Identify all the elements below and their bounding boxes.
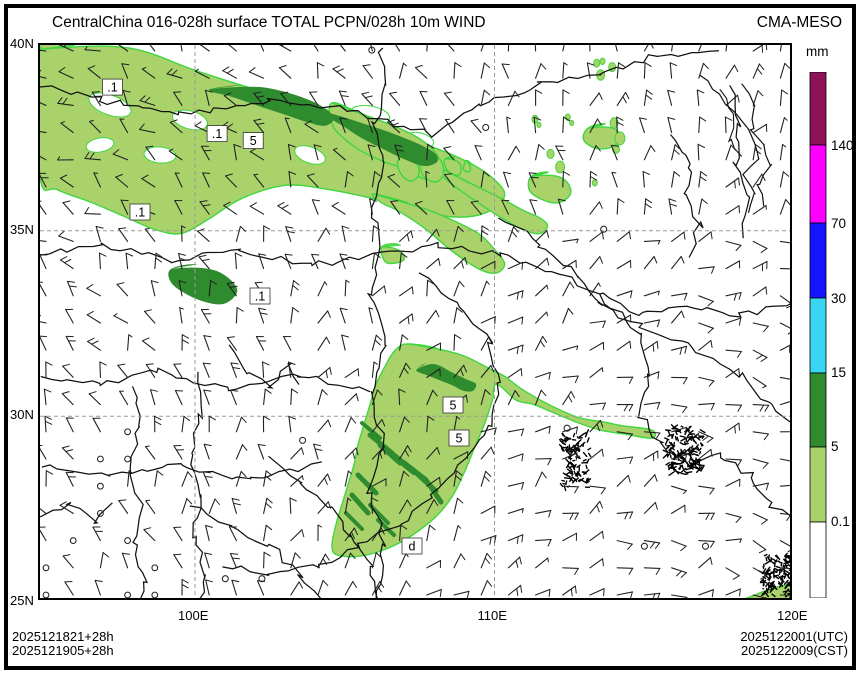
svg-text:5: 5 bbox=[450, 399, 457, 413]
svg-text:d: d bbox=[409, 540, 416, 554]
svg-text:.1: .1 bbox=[107, 81, 117, 95]
svg-text:.1: .1 bbox=[255, 290, 265, 304]
svg-text:.1: .1 bbox=[135, 206, 145, 220]
svg-text:.1: .1 bbox=[212, 127, 222, 141]
svg-text:5: 5 bbox=[250, 134, 257, 148]
svg-text:5: 5 bbox=[456, 432, 463, 446]
